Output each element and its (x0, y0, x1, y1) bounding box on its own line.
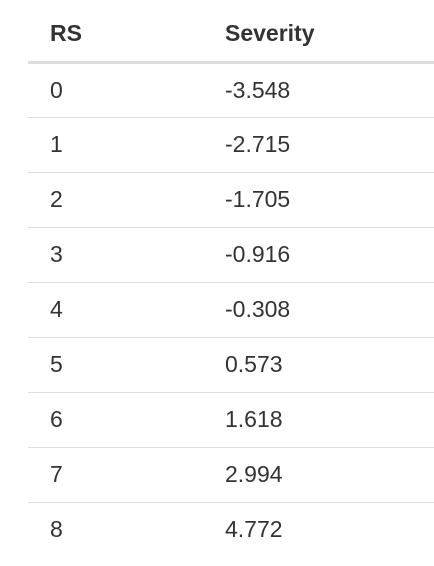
cell-rs: 3 (28, 227, 203, 283)
table-header-row: RS Severity (28, 0, 434, 64)
cell-severity: 1.618 (203, 392, 434, 448)
cell-rs: 6 (28, 392, 203, 448)
cell-rs: 0 (28, 62, 203, 118)
table-row: 1 -2.715 (28, 117, 434, 173)
cell-severity: -0.308 (203, 282, 434, 338)
cell-rs: 2 (28, 172, 203, 228)
cell-rs: 8 (50, 516, 63, 543)
cell-rs: 4 (28, 282, 203, 338)
table-row: 8 4.772 (28, 502, 434, 557)
table-row: 7 2.994 (28, 447, 434, 503)
cell-rs: 5 (28, 337, 203, 393)
cell-severity: 2.994 (203, 447, 434, 503)
cell-severity: -1.705 (203, 172, 434, 228)
table-row: 6 1.618 (28, 392, 434, 448)
column-header-severity: Severity (203, 0, 434, 64)
table-row: 2 -1.705 (28, 172, 434, 228)
cell-severity: -0.916 (203, 227, 434, 283)
cell-severity: 0.573 (203, 337, 434, 393)
table-row: 0 -3.548 (28, 62, 434, 118)
table-row: 4 -0.308 (28, 282, 434, 338)
table-row: 5 0.573 (28, 337, 434, 393)
column-header-rs: RS (28, 0, 203, 64)
cell-severity: 4.772 (225, 516, 283, 543)
table-row: 3 -0.916 (28, 227, 434, 283)
data-table: RS Severity 0 -3.548 1 -2.715 2 -1.705 3… (28, 0, 434, 557)
cell-severity: -3.548 (203, 62, 434, 118)
cell-rs: 1 (28, 117, 203, 173)
cell-rs: 7 (28, 447, 203, 503)
data-table-container: RS Severity 0 -3.548 1 -2.715 2 -1.705 3… (28, 0, 434, 557)
cell-severity: -2.715 (203, 117, 434, 173)
